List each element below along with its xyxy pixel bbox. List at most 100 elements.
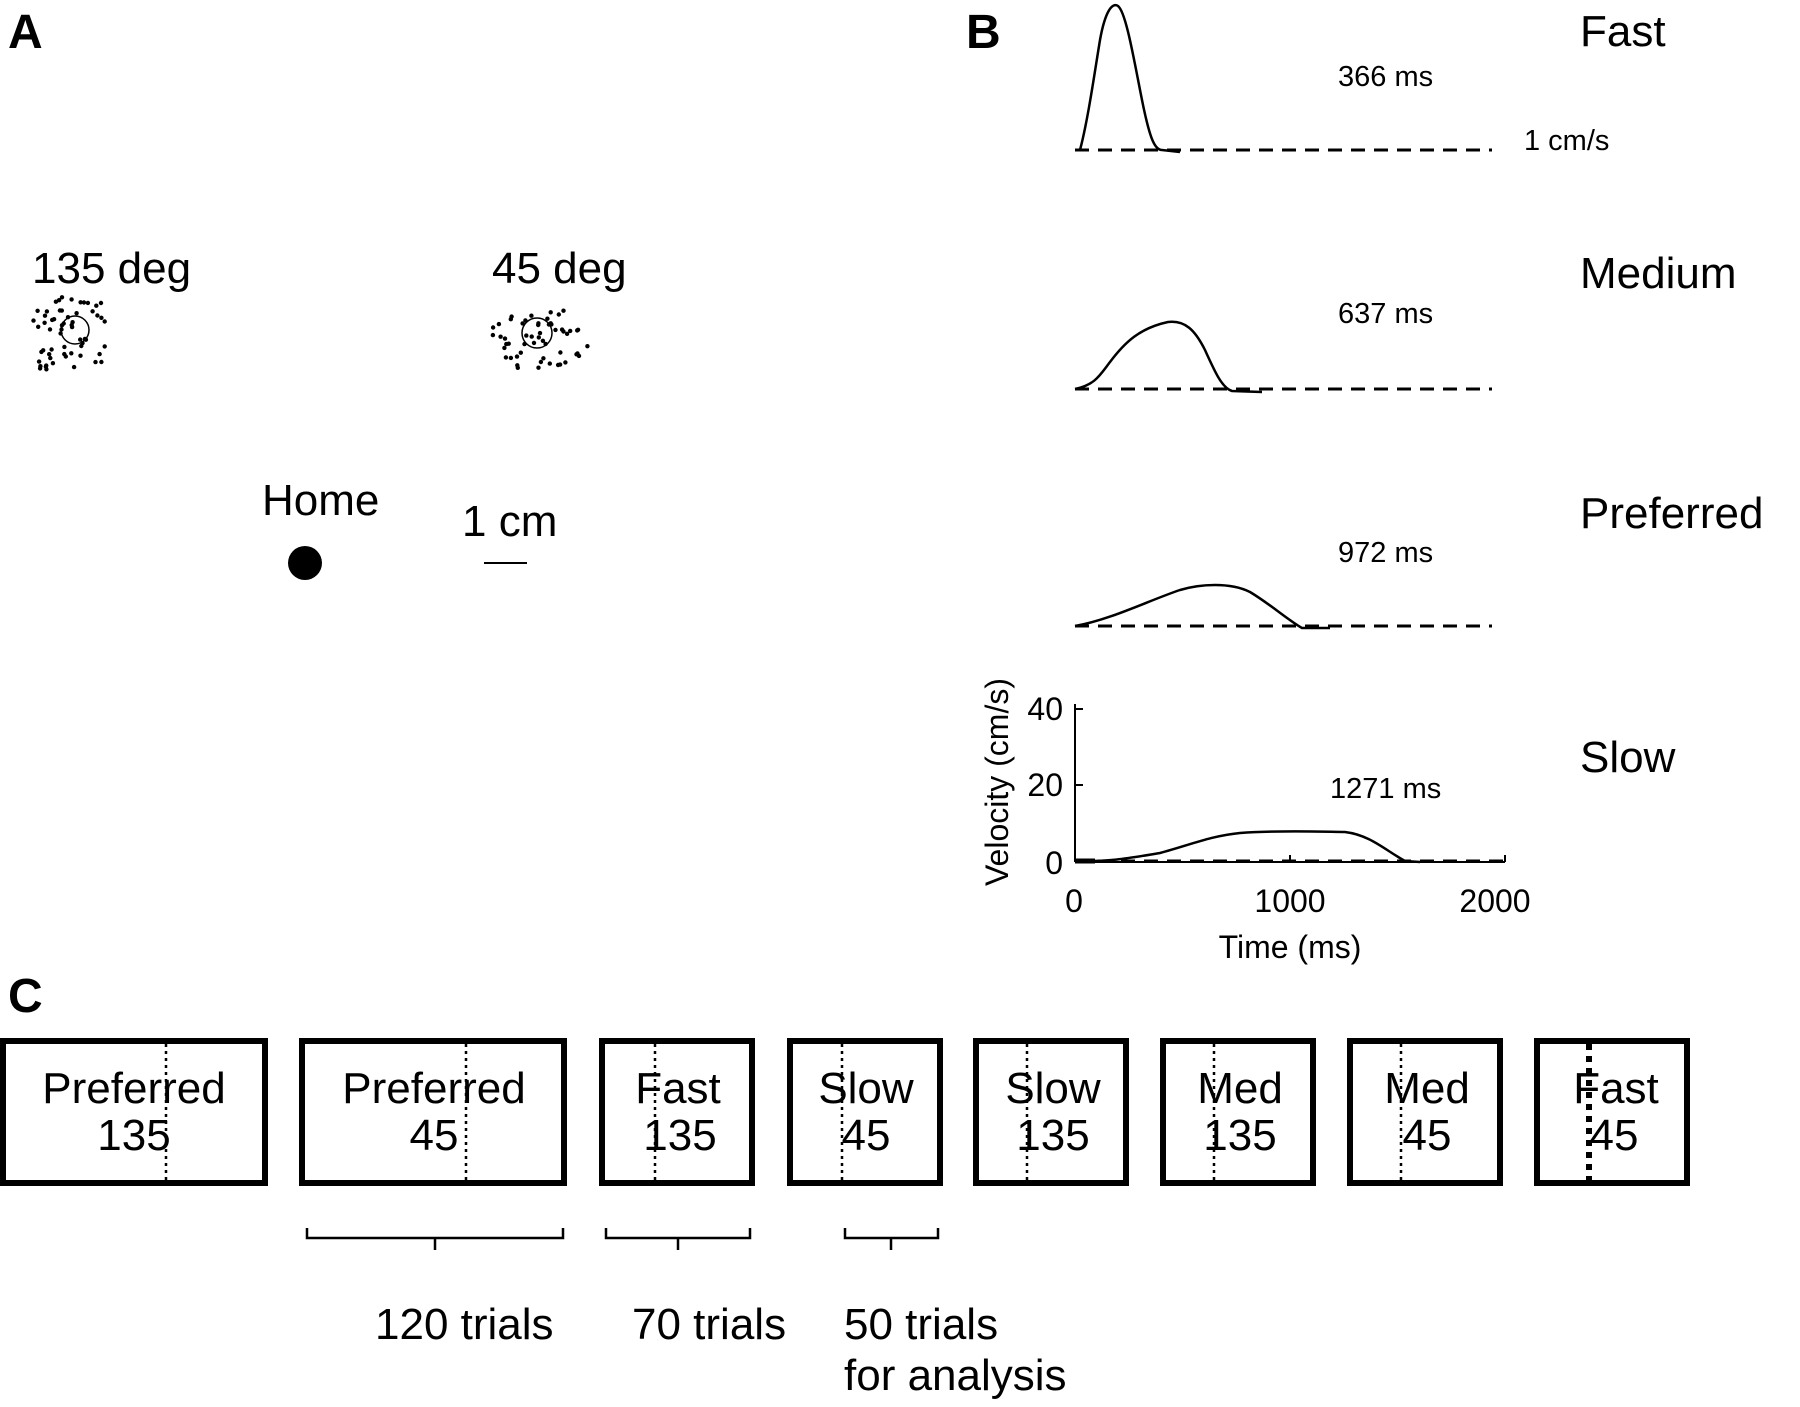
endpoint-dot xyxy=(514,354,520,359)
endpoint-dot xyxy=(59,308,64,313)
endpoint-dot xyxy=(80,340,85,346)
endpoint-dot xyxy=(540,338,546,343)
endpoint-dot xyxy=(69,351,74,356)
endpoint-dot xyxy=(31,318,36,323)
scale-bar-label: 1 cm xyxy=(462,497,557,546)
target-135-label: 135 deg xyxy=(32,244,191,293)
y-tick-label-20: 20 xyxy=(1027,767,1063,803)
endpoint-dot xyxy=(538,359,544,365)
endpoint-dot xyxy=(65,315,71,320)
endpoint-dot xyxy=(503,355,509,360)
block-speed-label: Slow xyxy=(818,1064,914,1113)
block-speed-label: Med xyxy=(1384,1064,1470,1113)
block-direction-label: 45 xyxy=(1403,1111,1452,1160)
condition-name-medium: Medium xyxy=(1580,249,1737,298)
endpoint-dot xyxy=(81,300,87,305)
endpoint-dot xyxy=(36,359,42,364)
block-speed-label: Fast xyxy=(635,1064,721,1113)
endpoint-dot xyxy=(490,332,496,338)
panel-b: B Fast Medium Preferred Slow 366 ms 637 … xyxy=(966,3,1763,965)
trial-count-bracket-120 xyxy=(305,1228,565,1250)
x-axis-label: Time (ms) xyxy=(1219,929,1362,965)
bracket-label-70: 70 trials xyxy=(632,1300,786,1349)
endpoint-dot xyxy=(50,317,55,323)
endpoint-dot xyxy=(95,313,100,318)
endpoint-dot xyxy=(82,336,88,342)
endpoint-dot xyxy=(536,365,541,370)
block-speed-label: Fast xyxy=(1573,1064,1659,1113)
endpoint-dot xyxy=(71,364,77,370)
y-tick-label-0: 0 xyxy=(1045,845,1063,881)
block-direction-label: 135 xyxy=(97,1111,170,1160)
block-speed-label: Med xyxy=(1197,1064,1283,1113)
endpoint-dot xyxy=(61,321,66,326)
endpoint-dot xyxy=(536,335,541,340)
endpoint-dot xyxy=(547,361,552,366)
endpoint-dot xyxy=(515,363,520,368)
velocity-profile-medium xyxy=(1074,320,1263,394)
panel-b-letter: B xyxy=(966,6,1001,59)
block-direction-label: 45 xyxy=(842,1111,891,1160)
velocity-profile-fast xyxy=(1075,3,1181,154)
bracket-label-50: 50 trials xyxy=(844,1300,998,1349)
endpoint-dot xyxy=(47,327,53,332)
endpoint-dot xyxy=(520,321,525,326)
endpoint-dot xyxy=(496,321,502,327)
endpoint-dot xyxy=(97,351,102,357)
endpoint-dot xyxy=(69,324,75,330)
block-speed-label: Slow xyxy=(1005,1064,1101,1113)
endpoint-dot xyxy=(568,328,573,334)
endpoint-dot xyxy=(49,347,54,352)
block-direction-label: 135 xyxy=(643,1111,716,1160)
endpoint-dot xyxy=(522,341,527,347)
endpoint-dot xyxy=(504,341,509,347)
panel-a-letter: A xyxy=(8,6,43,59)
endpoint-scatter-135 xyxy=(31,295,107,372)
panel-c-letter: C xyxy=(8,970,43,1023)
endpoint-dot xyxy=(559,327,565,332)
endpoint-dot xyxy=(44,309,50,314)
endpoint-dot xyxy=(585,344,590,349)
condition-name-preferred: Preferred xyxy=(1580,489,1763,538)
endpoint-dot xyxy=(518,350,523,355)
trial-count-bracket-70 xyxy=(604,1228,752,1250)
endpoint-scatter-45 xyxy=(490,308,590,370)
endpoint-dot xyxy=(508,355,514,361)
home-position-marker xyxy=(288,546,322,580)
block-box xyxy=(0,1038,268,1186)
block-box xyxy=(787,1038,943,1186)
y-axis-label: Velocity (cm/s) xyxy=(979,678,1015,886)
target-45-circle xyxy=(521,317,553,349)
duration-label-preferred: 972 ms xyxy=(1338,537,1433,569)
endpoint-dot xyxy=(490,325,496,330)
endpoint-dot xyxy=(53,299,59,304)
endpoint-dot xyxy=(90,309,95,314)
endpoint-dot xyxy=(98,300,104,306)
endpoint-dot xyxy=(43,364,49,369)
endpoint-dot xyxy=(99,315,104,320)
endpoint-dot xyxy=(508,317,513,322)
endpoint-dot xyxy=(63,354,68,359)
velocity-profile-preferred xyxy=(1074,583,1330,630)
x-tick-label-1000: 1000 xyxy=(1254,883,1325,919)
endpoint-dot xyxy=(74,311,79,316)
block-direction-label: 135 xyxy=(1016,1111,1089,1160)
block-box xyxy=(1347,1038,1503,1186)
endpoint-dot xyxy=(85,300,91,306)
endpoint-dot xyxy=(62,344,67,350)
endpoint-dot xyxy=(102,344,107,349)
endpoint-dot xyxy=(556,312,561,317)
endpoint-dot xyxy=(536,321,541,326)
endpoint-dot xyxy=(78,353,83,358)
endpoint-dot xyxy=(563,360,568,365)
endpoint-dot xyxy=(561,308,566,313)
threshold-label: 1 cm/s xyxy=(1524,125,1609,157)
endpoint-dot xyxy=(35,308,40,313)
endpoint-dot xyxy=(36,324,41,329)
endpoint-dot xyxy=(557,362,563,367)
condition-name-slow: Slow xyxy=(1580,733,1676,782)
endpoint-dot xyxy=(502,336,508,341)
block-direction-label: 135 xyxy=(1203,1111,1276,1160)
endpoint-dot xyxy=(541,356,546,361)
endpoint-dot xyxy=(39,349,44,355)
